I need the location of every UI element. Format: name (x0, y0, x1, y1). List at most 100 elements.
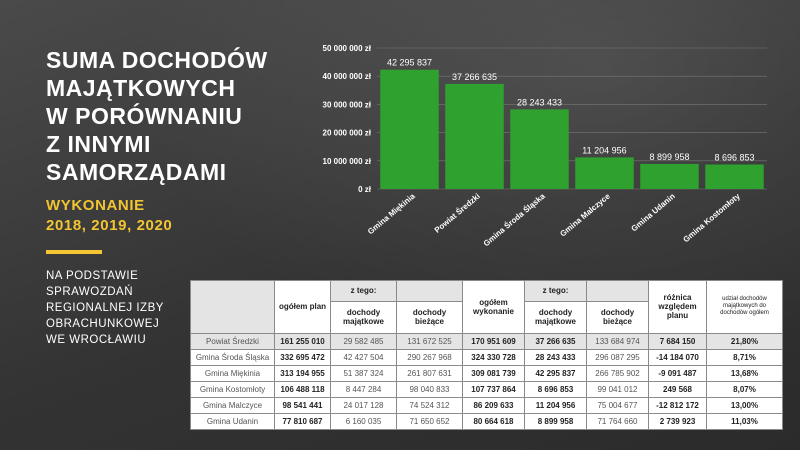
bar (510, 109, 569, 189)
table-cell: 51 387 324 (330, 364, 397, 382)
source-note: NA PODSTAWIE SPRAWOZDAŃ REGIONALNEJ IZBY… (46, 268, 306, 348)
table-cell: 8,07% (706, 380, 783, 398)
title-line: MAJĄTKOWYCH (46, 75, 236, 101)
table-cell: 296 087 295 (586, 348, 649, 366)
bar (445, 83, 504, 189)
page-title: SUMA DOCHODÓW MAJĄTKOWYCH W PORÓWNANIU Z… (46, 46, 306, 186)
table-cell: 77 810 687 (274, 412, 331, 431)
row-label: Gmina Udanin (190, 412, 275, 431)
table-cell: -14 184 070 (648, 348, 707, 366)
table-cell: 71 764 660 (586, 412, 649, 431)
bar (705, 164, 764, 189)
row-label: Gmina Miękinia (190, 364, 275, 382)
bar-chart: 0 zł 10 000 000 zł 20 000 000 zł 30 000 000… (323, 44, 767, 248)
table-cell: 42 295 837 (524, 364, 587, 382)
table-cell: 313 194 955 (274, 364, 331, 382)
table-cell: 133 684 974 (586, 332, 649, 350)
table-cell: 2 739 923 (648, 412, 707, 431)
table-cell: 98 541 441 (274, 396, 331, 414)
header-udzial: udział dochodów majątkowych do dochodów … (706, 280, 783, 334)
bar-value-label: 42 295 837 (387, 58, 432, 68)
row-label: Gmina Malczyce (190, 396, 275, 414)
table-cell: 29 582 485 (330, 332, 397, 350)
note-line: SPRAWOZDAŃ (46, 286, 133, 298)
table-cell: 309 081 739 (462, 364, 525, 382)
table-cell: 42 427 504 (330, 348, 397, 366)
header-dochody-majatkowe: dochody majątkowe (524, 300, 587, 334)
category-label: Gmina Udanin (629, 192, 676, 234)
table-cell: 131 672 525 (396, 332, 463, 350)
table-cell: -12 812 172 (648, 396, 707, 414)
bar (575, 157, 634, 189)
table-cell: 75 004 677 (586, 396, 649, 414)
header-ogolem-plan: ogółem plan (274, 280, 331, 334)
note-line: REGIONALNEJ IZBY (46, 302, 164, 314)
table-cell: 99 041 012 (586, 380, 649, 398)
table-cell: 266 785 902 (586, 364, 649, 382)
title-line: Z INNYMI (46, 131, 151, 157)
table-cell: 161 255 010 (274, 332, 331, 350)
category-label: Gmina Kostomłoty (682, 191, 743, 244)
table-cell: 249 568 (648, 380, 707, 398)
table-cell: 98 040 833 (396, 380, 463, 398)
table-row: Gmina Malczyce 98 541 441 24 017 128 74 524… (190, 396, 783, 414)
table-cell: 107 737 864 (462, 380, 525, 398)
category-label: Gmina Miękinia (366, 191, 417, 236)
table-row: Gmina Miękinia 313 194 955 51 387 324 261 8… (190, 364, 783, 382)
table-cell: 11,03% (706, 412, 783, 431)
bar (640, 163, 699, 189)
table-cell: 80 664 618 (462, 412, 525, 431)
table-row: Powiat Średzki 161 255 010 29 582 485 131 6… (190, 332, 783, 350)
table-cell: 71 650 652 (396, 412, 463, 431)
subtitle: WYKONANIE 2018, 2019, 2020 (46, 196, 306, 236)
left-panel: SUMA DOCHODÓW MAJĄTKOWYCH W PORÓWNANIU Z… (46, 46, 306, 348)
subtitle-line: 2018, 2019, 2020 (46, 217, 173, 234)
y-tick-label: 50 000 000 zł (323, 44, 372, 53)
note-line: OBRACHUNKOWEJ (46, 318, 160, 330)
table-cell: 106 488 118 (274, 380, 331, 398)
bar-value-label: 37 266 635 (452, 72, 497, 82)
y-tick-label: 10 000 000 zł (323, 157, 372, 166)
bar-value-label: 8 696 853 (714, 152, 754, 162)
table-cell: 28 243 433 (524, 348, 587, 366)
table-cell: 324 330 728 (462, 348, 525, 366)
accent-divider (46, 250, 102, 254)
table-cell: 24 017 128 (330, 396, 397, 414)
bar (380, 69, 439, 189)
table-cell: 7 684 150 (648, 332, 707, 350)
bar-value-label: 8 899 958 (649, 152, 689, 162)
table-cell: 86 209 633 (462, 396, 525, 414)
header-roznica: różnica względem planu (648, 280, 707, 334)
y-tick-label: 30 000 000 zł (323, 100, 372, 109)
table-cell: 332 695 472 (274, 348, 331, 366)
table-cell: -9 091 487 (648, 364, 707, 382)
category-label: Gmina Środa Śląska (482, 191, 547, 248)
header-z-tego: z tego: (524, 280, 587, 302)
title-line: SUMA DOCHODÓW (46, 47, 268, 73)
subtitle-line: WYKONANIE (46, 197, 145, 214)
table-cell: 21,80% (706, 332, 783, 350)
table-cell: 37 266 635 (524, 332, 587, 350)
y-tick-label: 0 zł (358, 185, 372, 194)
header-empty (586, 280, 649, 302)
header-dochody-biezace: dochody bieżące (396, 300, 463, 334)
table-cell: 290 267 968 (396, 348, 463, 366)
table-corner (190, 280, 275, 334)
row-label: Gmina Środa Śląska (190, 348, 275, 366)
data-table: ogółem plan z tego: ogółem wykonanie z t… (190, 280, 783, 431)
y-tick-label: 20 000 000 zł (323, 129, 372, 138)
table-cell: 11 204 956 (524, 396, 587, 414)
table-cell: 8,71% (706, 348, 783, 366)
category-label: Gmina Malczyce (558, 191, 612, 238)
table-row: Gmina Kostomłoty 106 488 118 8 447 284 98 0… (190, 380, 783, 398)
table-cell: 261 807 631 (396, 364, 463, 382)
row-label: Gmina Kostomłoty (190, 380, 275, 398)
table-cell: 8 696 853 (524, 380, 587, 398)
row-label: Powiat Średzki (190, 332, 275, 350)
y-tick-label: 40 000 000 zł (323, 72, 372, 81)
note-line: NA PODSTAWIE (46, 270, 139, 282)
header-ogolem-wykonanie: ogółem wykonanie (462, 280, 525, 334)
header-dochody-majatkowe: dochody majątkowe (330, 300, 397, 334)
bar-value-label: 11 204 956 (582, 145, 626, 155)
table-row: Gmina Środa Śląska 332 695 472 42 427 504 2… (190, 348, 783, 366)
